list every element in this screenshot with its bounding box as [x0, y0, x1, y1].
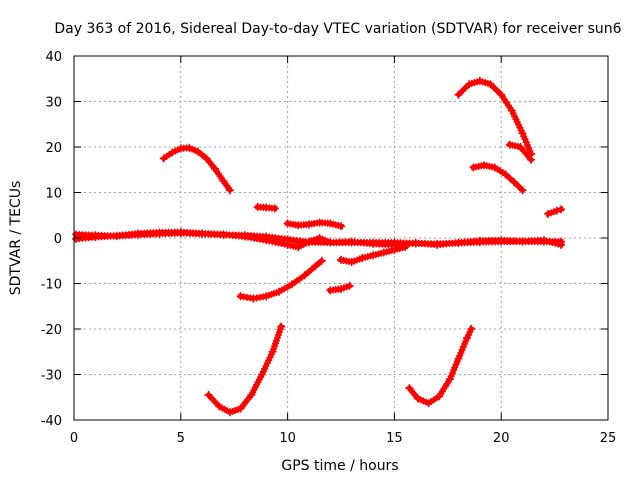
data-point	[270, 204, 279, 213]
y-tick-label: -40	[41, 414, 62, 429]
series-arc-evening-peak	[454, 77, 536, 158]
x-tick-label: 10	[279, 431, 296, 446]
data-point	[527, 155, 536, 164]
data-series	[72, 77, 566, 417]
series-segment-22h	[544, 205, 566, 218]
series-trace	[454, 78, 535, 158]
data-point	[557, 240, 566, 249]
y-tick-label: -30	[41, 369, 62, 384]
series-arc-morning-positive	[159, 143, 234, 195]
y-axis-title: SDTVAR / TECUs	[8, 181, 24, 296]
data-point	[277, 322, 286, 331]
series-arc-evening-mid	[469, 161, 527, 195]
data-point	[518, 186, 527, 195]
grid-lines	[74, 56, 608, 420]
data-point	[225, 186, 234, 195]
y-tick-label: 0	[54, 232, 62, 247]
data-point	[401, 243, 410, 252]
data-point	[317, 256, 326, 265]
y-tick-label: 20	[45, 141, 62, 156]
chart-title: Day 363 of 2016, Sidereal Day-to-day VTE…	[54, 21, 621, 37]
series-trace	[160, 145, 234, 194]
series-baseline-b	[72, 228, 566, 252]
data-point	[557, 205, 566, 214]
series-arc-midday-high	[283, 218, 345, 231]
y-tick-label: 30	[45, 96, 62, 111]
data-point	[467, 325, 476, 333]
series-arc-midday-low	[236, 256, 326, 303]
axis-ticks	[73, 55, 609, 421]
x-axis-title: GPS time / hours	[281, 458, 398, 474]
data-point	[552, 206, 561, 215]
series-arc-morning-negative	[204, 322, 286, 417]
x-tick-labels: 0 5 10 15 20 25	[70, 431, 616, 446]
series-segment-21h	[505, 140, 536, 164]
series-segment-12h-b	[337, 243, 410, 267]
x-tick-label: 20	[493, 431, 510, 446]
x-tick-label: 25	[600, 431, 617, 446]
data-point	[337, 222, 345, 231]
y-tick-label: -10	[41, 278, 62, 293]
series-segment-12h-a	[326, 281, 354, 295]
data-marker	[464, 331, 472, 339]
y-tick-labels: -40 -30 -20 -10 0 10 20 30 40	[41, 50, 62, 429]
series-segment-9h	[253, 203, 279, 213]
series-arc-evening-negative	[405, 325, 476, 408]
y-tick-label: 10	[45, 187, 62, 202]
y-tick-label: -20	[41, 323, 62, 338]
data-point	[345, 281, 354, 290]
x-tick-label: 0	[70, 431, 78, 446]
x-tick-label: 5	[177, 431, 185, 446]
y-tick-label: 40	[45, 50, 62, 65]
x-tick-label: 15	[386, 431, 403, 446]
